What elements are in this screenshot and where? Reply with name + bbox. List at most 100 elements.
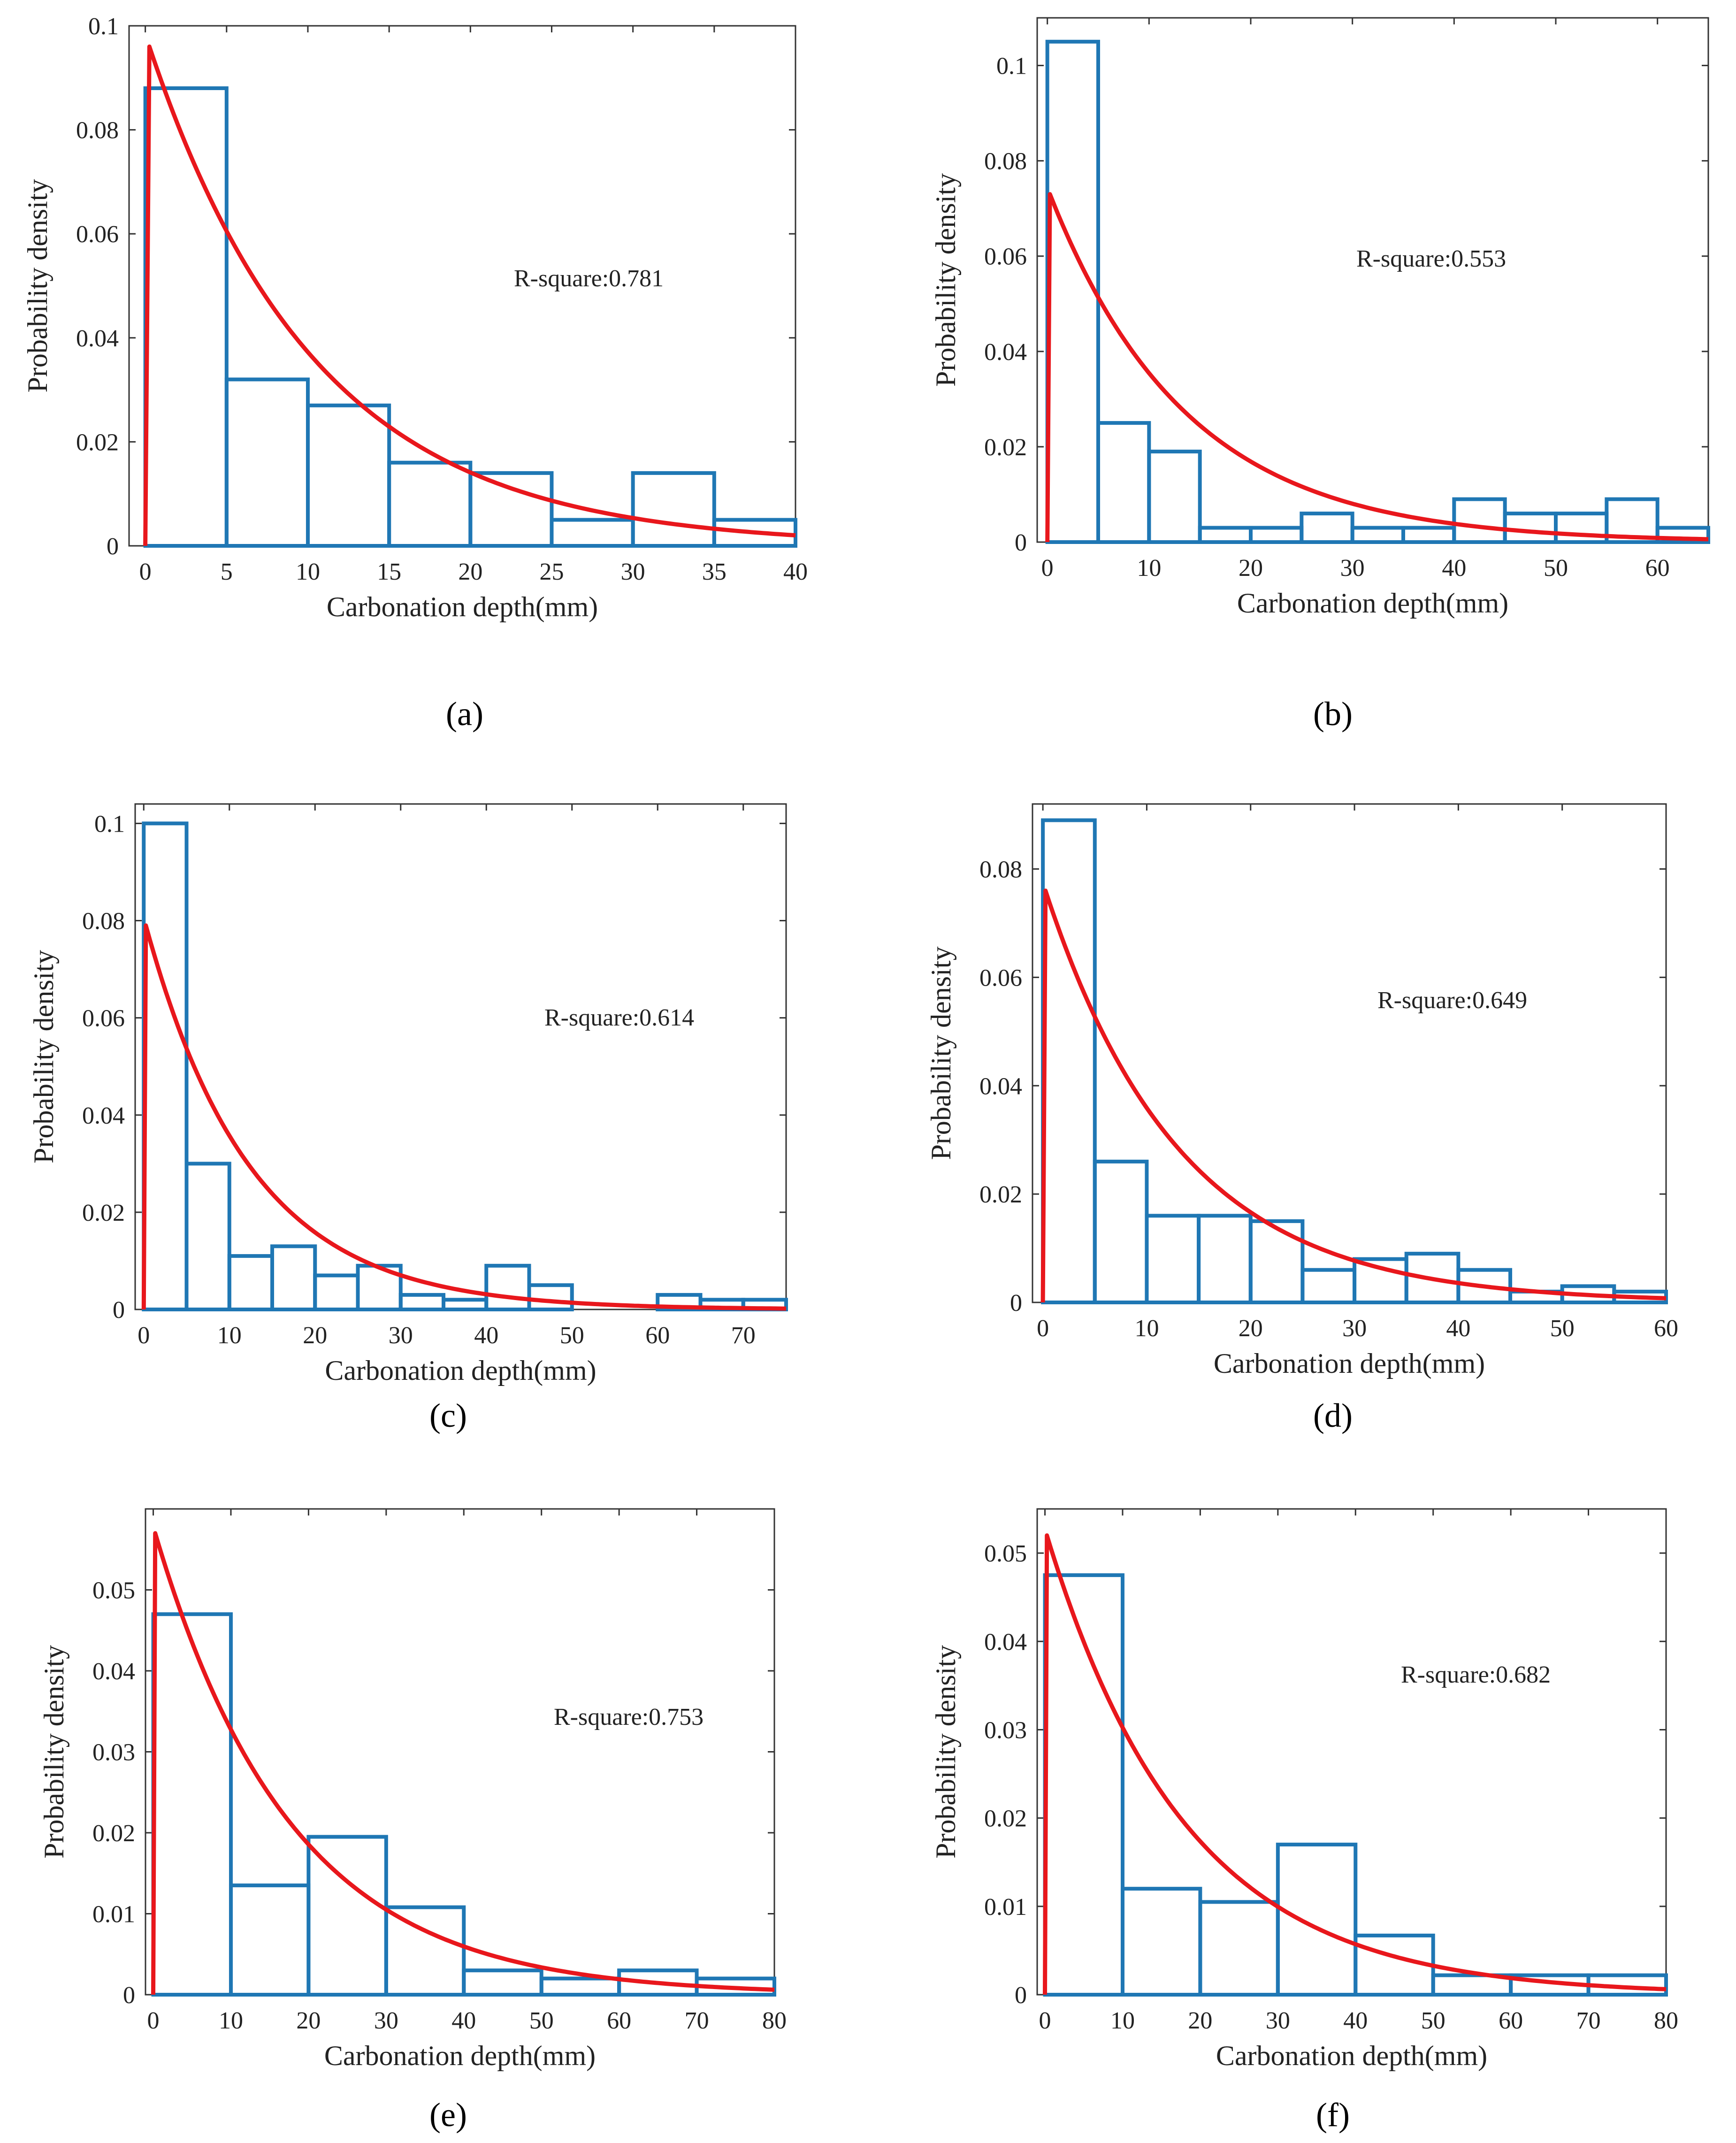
x-axis-label: Carbonation depth(mm) [327, 591, 598, 622]
fit-curve [141, 923, 786, 1311]
panel-label: (a) [446, 695, 483, 733]
y-tick-label: 0.03 [984, 1717, 1027, 1744]
r-square-annotation: R-square:0.682 [1401, 1661, 1551, 1688]
x-tick-label: 60 [645, 1322, 670, 1349]
r-square-annotation: R-square:0.781 [514, 265, 664, 292]
histogram-bar [1605, 497, 1660, 544]
x-tick-label: 40 [451, 2007, 476, 2034]
x-tick-label: 60 [607, 2007, 631, 2034]
r-square-annotation: R-square:0.614 [544, 1004, 694, 1031]
y-tick-label: 0 [1015, 529, 1027, 556]
histogram-bar [1093, 1159, 1149, 1305]
x-tick-label: 40 [1442, 555, 1466, 582]
x-axis-label: Carbonation depth(mm) [1216, 2040, 1487, 2071]
x-tick-label: 70 [685, 2007, 709, 2034]
histogram-bar [527, 1283, 574, 1312]
histogram-bar [442, 1298, 489, 1312]
histogram-bar [1120, 1887, 1202, 1997]
histogram-bar [1198, 526, 1253, 544]
y-tick-label: 0.02 [92, 1820, 135, 1847]
x-axis-label: Carbonation depth(mm) [1214, 1348, 1485, 1379]
fit-curve [1045, 192, 1709, 543]
x-tick-label: 80 [762, 2007, 787, 2034]
y-tick-label: 0 [1010, 1290, 1022, 1316]
histogram-bar [306, 1835, 388, 1997]
y-tick-label: 0.01 [92, 1901, 135, 1928]
x-tick-label: 20 [1239, 555, 1263, 582]
x-tick-label: 40 [783, 559, 808, 585]
y-axis-label: Probability density [38, 1645, 69, 1859]
plot-frame [145, 1508, 775, 1996]
histogram-bar [151, 1612, 233, 1997]
y-tick-label: 0.08 [979, 857, 1022, 883]
y-tick-label: 0 [107, 533, 119, 560]
x-tick-label: 20 [1188, 2007, 1212, 2034]
plot-frame [1036, 1508, 1667, 1996]
y-tick-label: 0.05 [984, 1540, 1027, 1567]
y-tick-label: 0.02 [984, 1806, 1027, 1832]
histogram-bar [484, 1263, 531, 1312]
x-tick-label: 20 [458, 559, 482, 585]
y-tick-label: 0 [123, 1982, 135, 2009]
y-tick-label: 0.04 [984, 339, 1027, 366]
y-tick-label: 0.05 [92, 1577, 135, 1604]
histogram-bar [1300, 1268, 1357, 1304]
x-tick-label: 50 [560, 1322, 584, 1349]
y-tick-label: 0.08 [82, 908, 125, 935]
histogram-bar [712, 518, 797, 548]
fit-curve [143, 44, 796, 546]
x-tick-label: 25 [539, 559, 564, 585]
x-tick-label: 40 [474, 1322, 498, 1349]
histogram-bar [398, 1293, 445, 1311]
y-axis-label: Probability density [930, 173, 961, 387]
histogram-bar [143, 86, 229, 548]
histogram-bar [550, 518, 635, 548]
y-tick-label: 0.1 [996, 53, 1027, 80]
x-tick-label: 10 [219, 2007, 243, 2034]
fit-curve [151, 1531, 775, 1995]
histogram-bar [229, 1883, 311, 1997]
x-tick-label: 60 [1645, 555, 1670, 582]
y-tick-label: 0.04 [979, 1073, 1022, 1100]
x-tick-label: 30 [621, 559, 645, 585]
histogram-bar [1503, 512, 1558, 544]
histogram-bar [1045, 39, 1101, 544]
x-tick-label: 40 [1446, 1315, 1470, 1342]
r-square-annotation: R-square:0.553 [1356, 245, 1506, 272]
x-tick-label: 0 [147, 2007, 160, 2034]
histogram-bar [313, 1273, 360, 1311]
histogram-bar [1248, 1219, 1305, 1305]
plot-frame [134, 803, 787, 1310]
x-tick-label: 5 [221, 559, 233, 585]
chart-panel-a: 0 0.02 0.04 0.06 0.08 0.1 0 5 10 15 20 25 30 35 40 R-sq… [22, 13, 808, 733]
x-tick-label: 0 [139, 559, 152, 585]
x-tick-label: 40 [1343, 2007, 1368, 2034]
x-axis-label: Carbonation depth(mm) [1237, 588, 1508, 619]
panel-label: (f) [1316, 2096, 1350, 2134]
x-tick-label: 30 [389, 1322, 413, 1349]
x-tick-label: 10 [1110, 2007, 1135, 2034]
y-tick-label: 0.06 [984, 244, 1027, 270]
x-tick-label: 70 [731, 1322, 756, 1349]
histogram-bar [1276, 1843, 1358, 1997]
y-tick-label: 0.02 [984, 434, 1027, 461]
y-tick-label: 0.08 [76, 117, 119, 144]
x-tick-label: 35 [702, 559, 727, 585]
histogram-bar [1401, 526, 1456, 544]
chart-panel-b: 0 0.02 0.04 0.06 0.08 0.1 0 10 20 30 40 50 60 R-squar… [930, 17, 1711, 733]
histogram-bar [387, 460, 473, 548]
x-tick-label: 50 [1421, 2007, 1445, 2034]
histogram-bar [1249, 526, 1304, 544]
chart-panel-e: 0 0.01 0.02 0.03 0.04 0.05 0 10 20 30 40 50 60 70 80 R-… [38, 1508, 787, 2134]
histogram-bar [1198, 1900, 1280, 1997]
y-tick-label: 0.02 [979, 1181, 1022, 1208]
histogram-bar [462, 1968, 543, 1997]
x-tick-label: 10 [217, 1322, 242, 1349]
x-tick-label: 20 [296, 2007, 321, 2034]
x-axis-label: Carbonation depth(mm) [324, 2040, 596, 2071]
histogram-bar [1300, 512, 1354, 544]
histogram-bar [142, 821, 189, 1311]
histogram-bar [539, 1976, 621, 1997]
x-tick-label: 70 [1576, 2007, 1601, 2034]
histogram-bar [306, 403, 391, 548]
